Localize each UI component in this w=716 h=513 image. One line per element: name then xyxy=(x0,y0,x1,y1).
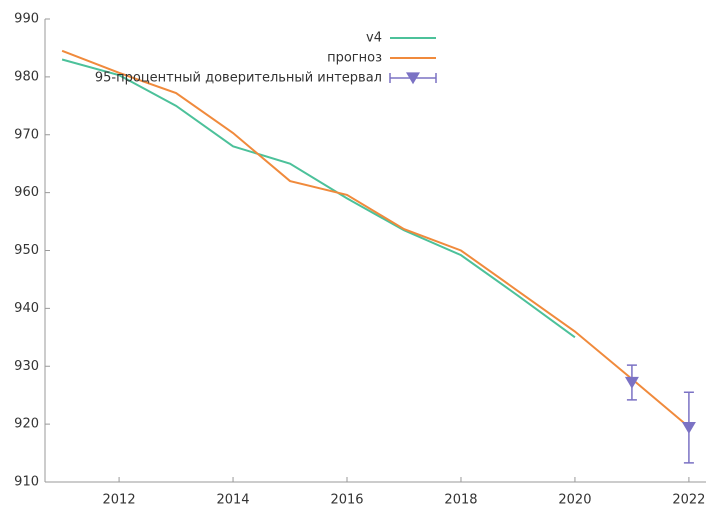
x-tick-label: 2012 xyxy=(103,493,136,508)
y-tick-label: 930 xyxy=(14,359,39,374)
x-tick-label: 2014 xyxy=(216,493,249,508)
series-line xyxy=(61,58,576,339)
y-tick-label: 940 xyxy=(14,301,39,316)
y-tick-label: 970 xyxy=(14,127,39,142)
point-marker xyxy=(624,376,639,389)
y-tick-label: 910 xyxy=(14,475,39,490)
y-tick-label: 950 xyxy=(14,243,39,258)
x-tick-label: 2018 xyxy=(444,493,477,508)
series-line xyxy=(61,49,690,428)
legend-label: прогноз xyxy=(327,51,382,66)
legend-label: 95-процентный доверительный интервал xyxy=(95,71,382,86)
y-tick-label: 980 xyxy=(14,69,39,84)
x-tick-label: 2020 xyxy=(558,493,591,508)
legend-swatch xyxy=(406,72,420,85)
x-tick-label: 2016 xyxy=(330,493,363,508)
x-tick-label: 2022 xyxy=(672,493,705,508)
legend-label: v4 xyxy=(366,31,382,46)
y-tick-label: 990 xyxy=(14,12,39,27)
y-tick-label: 960 xyxy=(14,185,39,200)
y-tick-label: 920 xyxy=(14,417,39,432)
point-marker xyxy=(681,421,696,434)
